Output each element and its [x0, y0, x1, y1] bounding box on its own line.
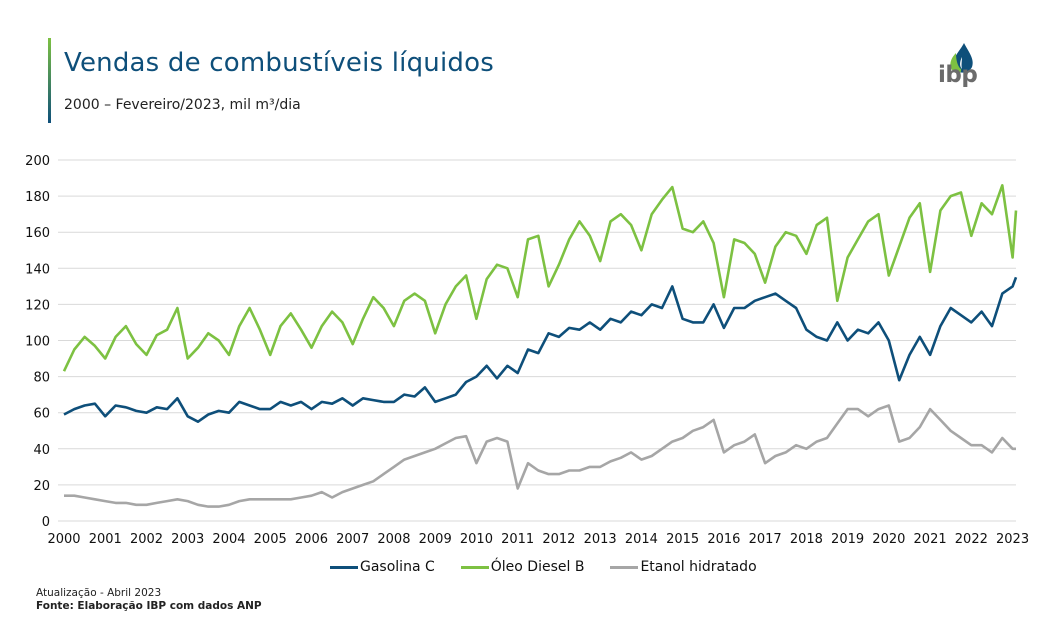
x-tick-label: 2023 — [996, 532, 1029, 547]
x-tick-label: 2004 — [212, 532, 245, 547]
source-note: Fonte: Elaboração IBP com dados ANP — [36, 600, 262, 612]
legend: Gasolina C Óleo Diesel B Etanol hidratad… — [330, 559, 783, 575]
legend-item-diesel: Óleo Diesel B — [460, 559, 585, 575]
legend-item-gasolina: Gasolina C — [330, 559, 435, 575]
x-tick-label: 2020 — [872, 532, 905, 547]
series-lines — [62, 184, 1018, 508]
page-subtitle: 2000 – Fevereiro/2023, mil m³/dia — [64, 97, 301, 113]
y-tick-label: 140 — [25, 262, 50, 277]
y-tick-label: 160 — [25, 226, 50, 241]
legend-item-etanol: Etanol hidratado — [610, 559, 757, 575]
x-tick-label: 2002 — [130, 532, 163, 547]
x-tick-label: 2014 — [625, 532, 658, 547]
series-line-2 — [64, 404, 1016, 508]
legend-swatch-etanol — [610, 565, 639, 569]
legend-swatch-gasolina — [330, 565, 358, 569]
x-tick-label: 2006 — [295, 532, 328, 547]
y-axis-ticks: 0 20 40 60 80 100 120 140 160 180 200 — [25, 154, 50, 530]
y-tick-label: 80 — [33, 371, 50, 386]
x-tick-label: 2003 — [171, 532, 204, 547]
update-note: Atualização - Abril 2023 — [36, 587, 162, 599]
y-tick-label: 120 — [25, 298, 50, 313]
x-tick-label: 2013 — [584, 532, 617, 547]
legend-label-diesel: Óleo Diesel B — [490, 559, 585, 575]
page-title: Vendas de combustíveis líquidos — [64, 48, 494, 78]
y-tick-label: 180 — [25, 190, 50, 205]
x-axis-ticks: 2000 2001 2002 2003 2004 2005 2006 2007 2008 2009… — [47, 532, 1029, 547]
x-tick-label: 2009 — [419, 532, 452, 547]
x-tick-label: 2005 — [254, 532, 287, 547]
logo-blue-drop — [953, 43, 973, 73]
x-tick-label: 2016 — [707, 532, 740, 547]
legend-label-etanol: Etanol hidratado — [640, 559, 757, 575]
x-tick-label: 2019 — [831, 532, 864, 547]
title-accent-bar — [48, 38, 51, 123]
series-line-1 — [62, 184, 1018, 372]
x-tick-label: 2017 — [749, 532, 782, 547]
y-tick-label: 0 — [42, 515, 50, 530]
legend-label-gasolina: Gasolina C — [360, 559, 435, 575]
x-tick-label: 2000 — [47, 532, 80, 547]
grid-lines — [58, 159, 1016, 522]
y-tick-label: 60 — [33, 407, 50, 422]
x-tick-label: 2021 — [914, 532, 947, 547]
x-tick-label: 2011 — [501, 532, 534, 547]
x-tick-label: 2018 — [790, 532, 823, 547]
x-tick-label: 2010 — [460, 532, 493, 547]
y-tick-label: 100 — [25, 335, 50, 350]
series-line-0 — [63, 276, 1018, 424]
x-tick-label: 2012 — [542, 532, 575, 547]
legend-swatch-diesel — [460, 565, 489, 569]
x-tick-label: 2008 — [377, 532, 410, 547]
x-tick-label: 2015 — [666, 532, 699, 547]
logo-white-highlight — [960, 57, 962, 69]
y-tick-label: 20 — [33, 479, 50, 494]
logo-green-leaf — [950, 53, 962, 74]
y-tick-label: 200 — [25, 154, 50, 169]
x-tick-label: 2007 — [336, 532, 369, 547]
line-chart: 0 20 40 60 80 100 120 140 160 180 200 2000 2001 2002… — [25, 154, 1029, 547]
x-tick-label: 2022 — [955, 532, 988, 547]
droplet-leaf-icon — [950, 43, 973, 74]
logo-text: ibp — [938, 62, 978, 88]
x-tick-label: 2001 — [89, 532, 122, 547]
y-tick-label: 40 — [33, 443, 50, 458]
